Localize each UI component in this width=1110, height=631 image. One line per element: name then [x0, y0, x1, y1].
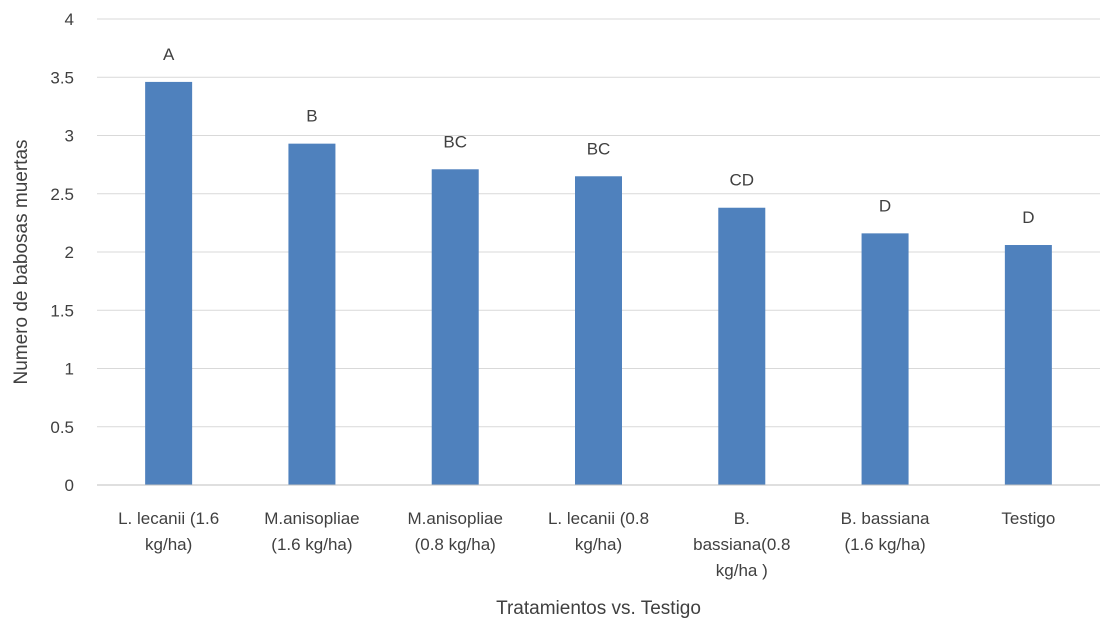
bars: [145, 81, 1052, 486]
bar: [575, 176, 622, 485]
x-tick-label: B. bassiana (1.6 kg/ha): [841, 509, 930, 554]
x-tick-label: M.anisopliae (1.6 kg/ha): [264, 509, 359, 554]
x-tick-label-line: kg/ha): [575, 535, 622, 554]
x-tick-label: B. bassiana(0.8 kg/ha ): [693, 509, 790, 580]
data-label: CD: [730, 171, 755, 190]
y-tick-label: 4: [65, 10, 74, 29]
data-label: BC: [587, 139, 611, 158]
data-label: D: [1022, 208, 1034, 227]
x-tick-label: Testigo: [1001, 509, 1055, 528]
x-tick-label-line: (1.6 kg/ha): [844, 535, 925, 554]
y-tick-label: 0.5: [50, 418, 74, 437]
x-axis-ticks: L. lecanii (1.6 kg/ha) M.anisopliae (1.6 kg…: [118, 509, 1055, 580]
x-tick-label-line: kg/ha ): [716, 561, 768, 580]
y-axis-ticks: 0 0.5 1 1.5 2 2.5 3 3.5 4: [50, 10, 74, 495]
data-label: B: [306, 107, 317, 126]
x-tick-label-line: bassiana(0.8: [693, 535, 790, 554]
x-tick-label-line: B.: [734, 509, 750, 528]
x-tick-label-line: Testigo: [1001, 509, 1055, 528]
y-tick-label: 2.5: [50, 185, 74, 204]
x-axis-title: Tratamientos vs. Testigo: [496, 598, 701, 619]
y-tick-label: 1.5: [50, 301, 74, 320]
bar: [861, 233, 909, 485]
y-tick-label: 3: [65, 127, 74, 146]
y-tick-label: 3.5: [50, 68, 74, 87]
y-tick-label: 1: [65, 360, 74, 379]
x-tick-label: L. lecanii (1.6 kg/ha): [118, 509, 219, 554]
x-tick-label-line: (1.6 kg/ha): [271, 535, 352, 554]
x-tick-label-line: (0.8 kg/ha): [415, 535, 496, 554]
data-label: D: [879, 196, 891, 215]
y-axis-title: Numero de babosas muertas: [11, 139, 32, 384]
bar: [718, 207, 766, 486]
x-tick-label-line: kg/ha): [145, 535, 192, 554]
y-tick-label: 2: [65, 243, 74, 262]
data-label: BC: [443, 132, 467, 151]
x-tick-label-line: L. lecanii (0.8: [548, 509, 649, 528]
x-tick-label-line: B. bassiana: [841, 509, 930, 528]
data-labels: A B BC BC CD D D: [163, 45, 1035, 227]
bar: [145, 81, 193, 485]
x-tick-label: L. lecanii (0.8 kg/ha): [548, 509, 649, 554]
x-tick-label-line: M.anisopliae: [407, 509, 502, 528]
bar: [1004, 245, 1052, 485]
bar: [288, 143, 336, 485]
x-tick-label-line: M.anisopliae: [264, 509, 359, 528]
bar: [431, 169, 479, 485]
x-tick-label-line: L. lecanii (1.6: [118, 509, 219, 528]
data-label: A: [163, 45, 175, 64]
y-tick-label: 0: [65, 476, 74, 495]
x-tick-label: M.anisopliae (0.8 kg/ha): [407, 509, 502, 554]
